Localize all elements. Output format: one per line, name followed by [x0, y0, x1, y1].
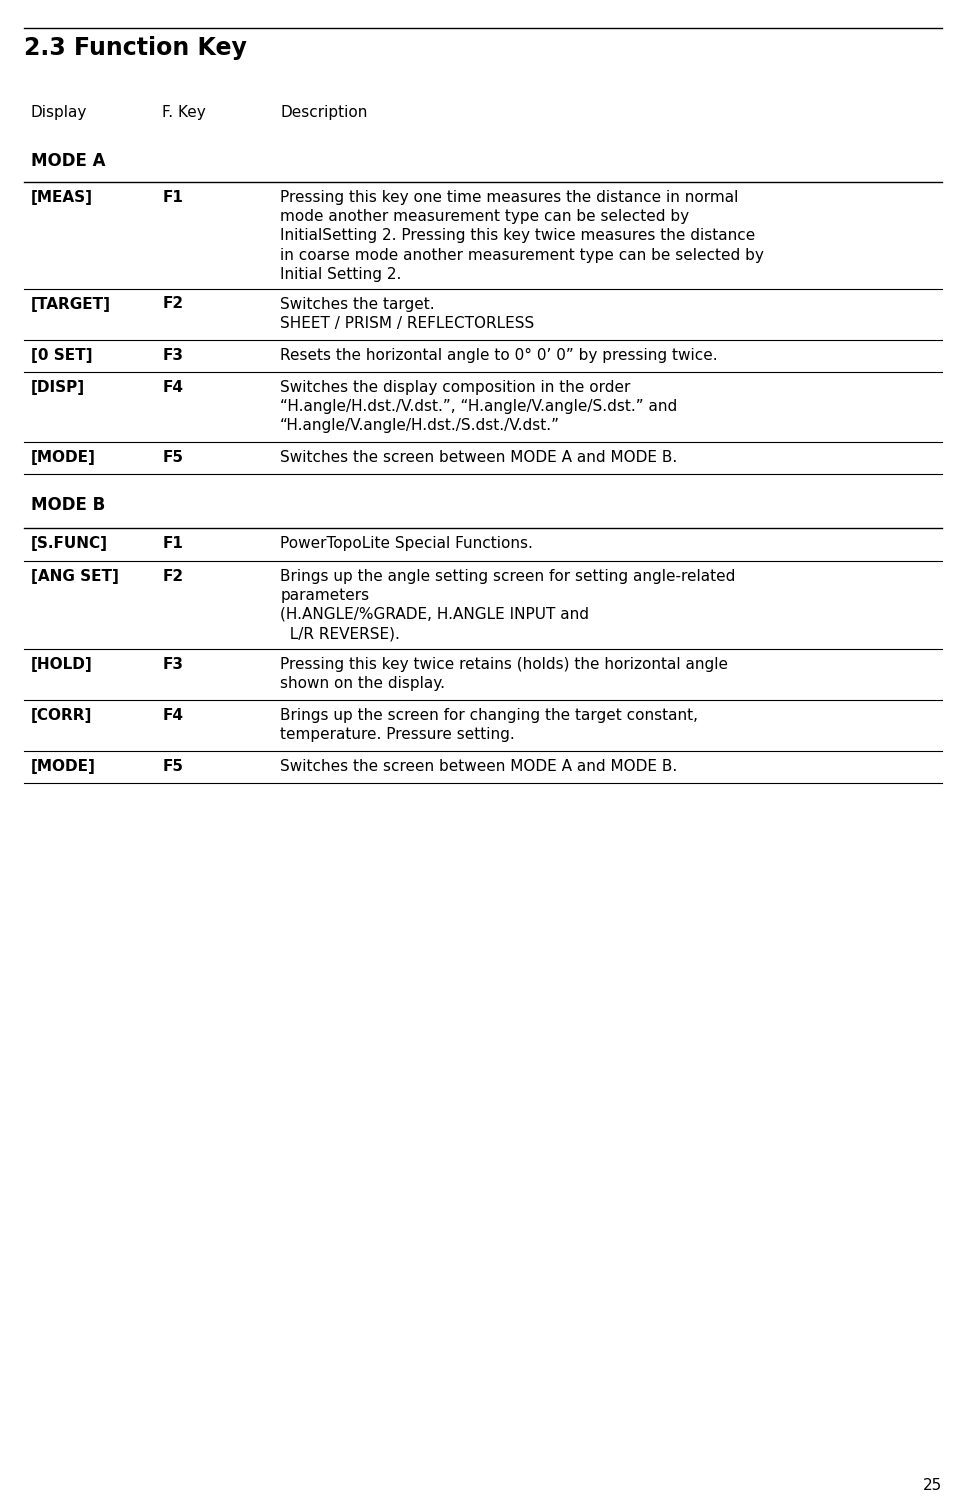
Text: [CORR]: [CORR] — [31, 707, 93, 722]
Text: F. Key: F. Key — [162, 104, 206, 119]
Text: [MEAS]: [MEAS] — [31, 190, 93, 205]
Text: F1: F1 — [162, 536, 184, 552]
Text: 25: 25 — [923, 1478, 942, 1493]
Text: Pressing this key one time measures the distance in normal
mode another measurem: Pressing this key one time measures the … — [280, 190, 764, 281]
Text: [MODE]: [MODE] — [31, 759, 96, 774]
Text: MODE A: MODE A — [31, 153, 105, 171]
Text: F5: F5 — [162, 449, 184, 464]
Text: Switches the screen between MODE A and MODE B.: Switches the screen between MODE A and M… — [280, 759, 677, 774]
Text: Pressing this key twice retains (holds) the horizontal angle
shown on the displa: Pressing this key twice retains (holds) … — [280, 656, 728, 691]
Text: [ANG SET]: [ANG SET] — [31, 568, 119, 583]
Text: Resets the horizontal angle to 0° 0’ 0” by pressing twice.: Resets the horizontal angle to 0° 0’ 0” … — [280, 348, 718, 363]
Text: [TARGET]: [TARGET] — [31, 296, 111, 311]
Text: [HOLD]: [HOLD] — [31, 656, 93, 671]
Text: F2: F2 — [162, 568, 184, 583]
Text: Display: Display — [31, 104, 87, 119]
Text: Brings up the screen for changing the target constant,
temperature. Pressure set: Brings up the screen for changing the ta… — [280, 707, 698, 742]
Text: [DISP]: [DISP] — [31, 379, 85, 394]
Text: Brings up the angle setting screen for setting angle-related
parameters
(H.ANGLE: Brings up the angle setting screen for s… — [280, 568, 735, 641]
Text: PowerTopoLite Special Functions.: PowerTopoLite Special Functions. — [280, 536, 533, 552]
Text: Switches the screen between MODE A and MODE B.: Switches the screen between MODE A and M… — [280, 449, 677, 464]
Text: F2: F2 — [162, 296, 184, 311]
Text: MODE B: MODE B — [31, 496, 105, 514]
Text: F3: F3 — [162, 656, 184, 671]
Text: Description: Description — [280, 104, 367, 119]
Text: [0 SET]: [0 SET] — [31, 348, 93, 363]
Text: Switches the target.
SHEET / PRISM / REFLECTORLESS: Switches the target. SHEET / PRISM / REF… — [280, 296, 534, 331]
Text: F5: F5 — [162, 759, 184, 774]
Text: F4: F4 — [162, 707, 184, 722]
Text: [MODE]: [MODE] — [31, 449, 96, 464]
Text: 2.3 Function Key: 2.3 Function Key — [24, 36, 247, 60]
Text: F3: F3 — [162, 348, 184, 363]
Text: F4: F4 — [162, 379, 184, 394]
Text: [S.FUNC]: [S.FUNC] — [31, 536, 108, 552]
Text: Switches the display composition in the order
“H.angle/H.dst./V.dst.”, “H.angle/: Switches the display composition in the … — [280, 379, 677, 434]
Text: F1: F1 — [162, 190, 184, 205]
